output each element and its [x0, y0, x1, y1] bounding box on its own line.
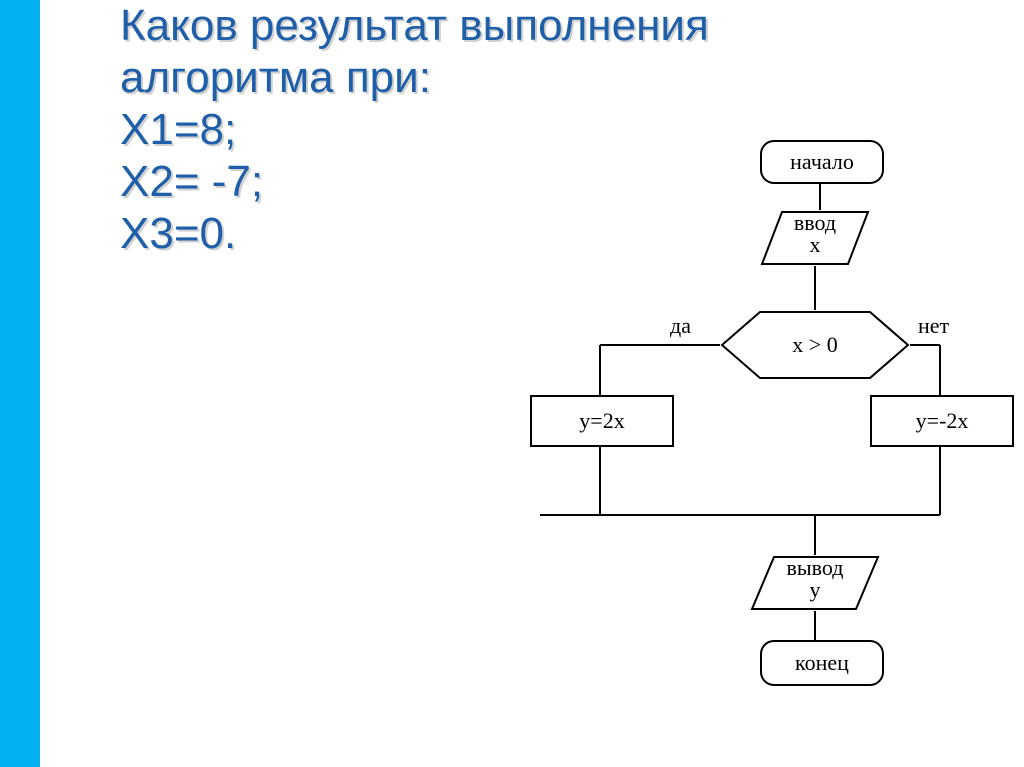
node-yes: y=2x	[530, 395, 674, 447]
node-yes-label: y=2x	[579, 408, 624, 434]
node-end-label: конец	[795, 650, 849, 676]
node-output-label1: вывод	[750, 557, 880, 579]
node-input: ввод x	[760, 210, 870, 266]
node-output-label2: y	[750, 579, 880, 601]
node-no-label: y=-2x	[916, 408, 969, 434]
node-decision: x > 0	[720, 310, 910, 380]
node-no: y=-2x	[870, 395, 1014, 447]
node-input-label2: x	[760, 234, 870, 256]
branch-label-yes: да	[670, 313, 691, 339]
branch-label-no: нет	[918, 313, 949, 339]
node-output: вывод y	[750, 555, 880, 611]
node-input-label1: ввод	[760, 212, 870, 234]
node-end: конец	[760, 640, 884, 686]
slide: Каков результат выполнения алгоритма при…	[0, 0, 1024, 767]
node-start: начало	[760, 140, 884, 184]
node-decision-label: x > 0	[792, 332, 837, 358]
node-start-label: начало	[790, 149, 854, 175]
